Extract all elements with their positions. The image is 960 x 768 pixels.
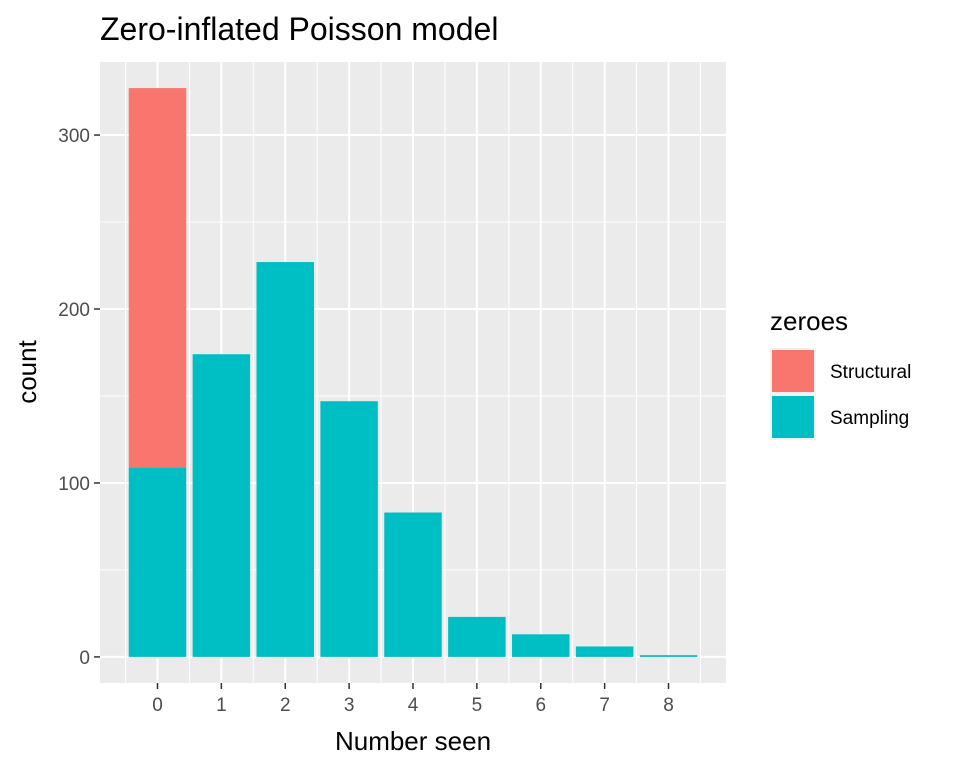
x-tick-label: 3: [344, 695, 355, 716]
x-tick-label: 6: [535, 695, 546, 716]
legend-title: zeroes: [770, 306, 848, 336]
y-tick-label: 100: [58, 474, 90, 495]
x-tick-label: 4: [408, 695, 419, 716]
legend-label-sampling: Sampling: [830, 408, 909, 429]
y-tick-label: 200: [58, 300, 90, 321]
legend: zeroes Structural Sampling: [770, 306, 911, 440]
x-tick-label: 1: [216, 695, 227, 716]
bar-sampling-6: [512, 634, 570, 657]
y-axis: 0 100 200 300: [58, 126, 100, 669]
bar-sampling-5: [448, 616, 506, 657]
x-axis: 0 1 2 3 4 5 6 7 8: [152, 683, 674, 716]
chart-title: Zero-inflated Poisson model: [100, 11, 498, 47]
y-axis-title: count: [12, 339, 42, 403]
legend-swatch-sampling: [772, 396, 814, 438]
x-tick-label: 8: [663, 695, 674, 716]
y-tick-label: 0: [79, 648, 90, 669]
legend-swatch-structural: [772, 350, 814, 392]
bar-sampling-2: [256, 262, 314, 657]
x-tick-label: 7: [599, 695, 610, 716]
bar-sampling-4: [384, 512, 442, 657]
bars: [128, 88, 698, 657]
y-tick-label: 300: [58, 126, 90, 147]
x-tick-label: 0: [152, 695, 163, 716]
x-tick-label: 2: [280, 695, 291, 716]
bar-sampling-7: [575, 646, 634, 657]
x-axis-title: Number seen: [335, 726, 491, 756]
bar-sampling-0: [128, 467, 187, 657]
bar-sampling-8: [639, 655, 698, 657]
bar-sampling-1: [192, 354, 251, 657]
bar-structural-0: [128, 88, 187, 468]
legend-items: Structural Sampling: [770, 348, 911, 440]
bar-sampling-3: [320, 401, 378, 657]
x-tick-label: 5: [472, 695, 483, 716]
legend-label-structural: Structural: [830, 362, 911, 383]
